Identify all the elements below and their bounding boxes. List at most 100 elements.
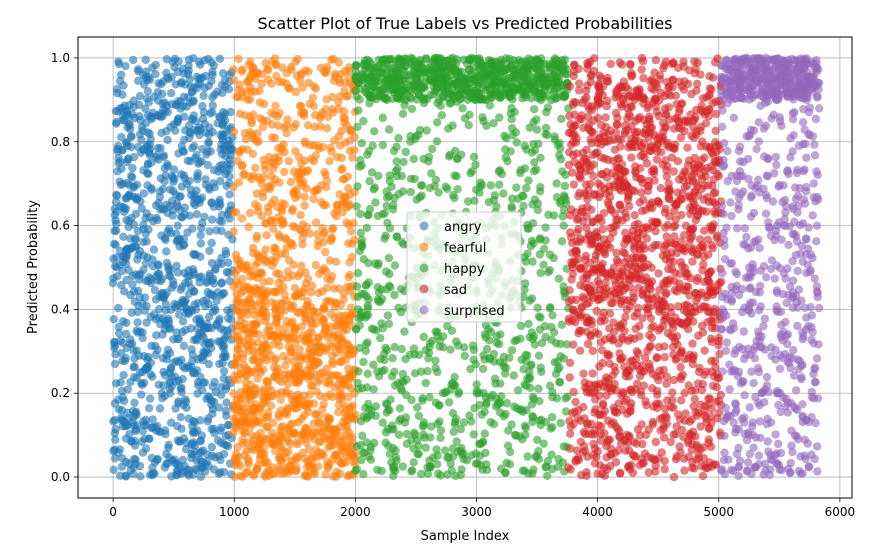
data-point-angry: [142, 420, 151, 430]
data-point-angry: [192, 151, 201, 160]
data-point-fearful: [323, 274, 332, 283]
data-point-happy: [445, 89, 454, 99]
data-point-angry: [156, 112, 166, 122]
data-point-happy: [501, 54, 511, 63]
data-point-angry: [167, 418, 176, 427]
data-point-fearful: [229, 65, 238, 74]
data-point-angry: [187, 190, 196, 200]
data-point-happy: [471, 459, 481, 468]
data-point-angry: [225, 214, 234, 223]
data-point-angry: [185, 211, 194, 220]
data-point-happy: [409, 67, 419, 76]
data-point-angry: [131, 459, 140, 468]
data-point-fearful: [338, 175, 348, 184]
data-point-happy: [418, 63, 427, 73]
data-point-angry: [115, 246, 125, 256]
data-point-angry: [133, 286, 143, 295]
data-point-fearful: [309, 399, 319, 408]
data-point-angry: [126, 234, 135, 243]
data-point-fearful: [341, 138, 350, 147]
data-point-happy: [397, 386, 406, 395]
data-point-happy: [508, 73, 517, 82]
data-point-happy: [433, 118, 442, 127]
data-point-fearful: [291, 119, 300, 129]
data-point-fearful: [236, 262, 246, 272]
data-point-angry: [193, 175, 202, 184]
data-point-happy: [384, 191, 394, 201]
data-point-happy: [373, 261, 383, 270]
data-point-fearful: [323, 412, 332, 422]
data-point-fearful: [272, 313, 281, 323]
data-point-fearful: [287, 239, 296, 248]
data-point-fearful: [289, 188, 298, 197]
data-point-fearful: [322, 344, 331, 354]
data-point-angry: [113, 272, 122, 281]
data-point-angry: [177, 182, 186, 191]
data-point-fearful: [346, 127, 356, 136]
data-point-angry: [117, 406, 127, 415]
data-point-happy: [415, 193, 425, 202]
data-point-fearful: [312, 342, 321, 352]
data-point-fearful: [267, 120, 277, 129]
data-point-angry: [126, 466, 135, 475]
data-point-angry: [111, 107, 121, 116]
data-point-angry: [208, 382, 217, 391]
data-point-angry: [140, 434, 149, 444]
data-point-fearful: [321, 104, 330, 114]
data-point-fearful: [325, 460, 334, 469]
data-point-angry: [188, 428, 198, 437]
data-point-sad: [632, 347, 641, 356]
data-point-happy: [356, 209, 365, 219]
data-point-fearful: [346, 403, 355, 412]
data-point-fearful: [243, 145, 252, 154]
data-point-sad: [621, 209, 630, 218]
data-point-sad: [616, 142, 625, 151]
data-point-happy: [516, 321, 526, 331]
data-point-angry: [217, 279, 226, 288]
data-point-fearful: [322, 183, 331, 192]
data-point-fearful: [260, 296, 270, 305]
data-point-fearful: [267, 158, 276, 167]
data-point-happy: [516, 58, 525, 68]
data-point-angry: [207, 198, 216, 207]
data-point-happy: [525, 333, 534, 342]
data-point-sad: [589, 172, 598, 181]
data-point-fearful: [271, 299, 280, 308]
data-point-sad: [707, 85, 716, 94]
data-point-happy: [419, 421, 428, 430]
data-point-fearful: [268, 133, 277, 142]
data-point-angry: [154, 380, 163, 389]
data-point-fearful: [290, 223, 300, 232]
data-point-angry: [126, 378, 135, 387]
data-point-angry: [225, 190, 234, 199]
data-point-happy: [444, 398, 454, 407]
data-point-happy: [394, 430, 404, 439]
data-point-angry: [184, 363, 193, 373]
data-point-fearful: [290, 397, 299, 406]
data-point-angry: [123, 141, 132, 151]
data-point-happy: [377, 319, 386, 328]
data-point-fearful: [235, 340, 244, 349]
data-point-happy: [530, 158, 539, 167]
data-point-happy: [406, 137, 415, 146]
data-point-fearful: [292, 452, 301, 461]
data-point-sad: [630, 312, 639, 321]
data-point-fearful: [313, 462, 323, 471]
data-point-fearful: [309, 82, 319, 91]
data-point-angry: [136, 269, 145, 279]
data-point-angry: [173, 115, 183, 124]
data-point-happy: [546, 66, 555, 75]
data-point-angry: [150, 285, 160, 295]
data-point-happy: [372, 81, 381, 91]
data-point-angry: [215, 195, 224, 204]
data-point-sad: [647, 263, 656, 272]
data-point-fearful: [247, 116, 256, 126]
data-point-happy: [408, 466, 417, 475]
data-point-fearful: [327, 435, 336, 444]
data-point-happy: [514, 386, 523, 395]
data-point-angry: [201, 302, 210, 311]
data-point-happy: [556, 144, 565, 153]
data-point-fearful: [244, 222, 253, 232]
data-point-angry: [149, 245, 159, 254]
data-point-happy: [527, 148, 537, 157]
